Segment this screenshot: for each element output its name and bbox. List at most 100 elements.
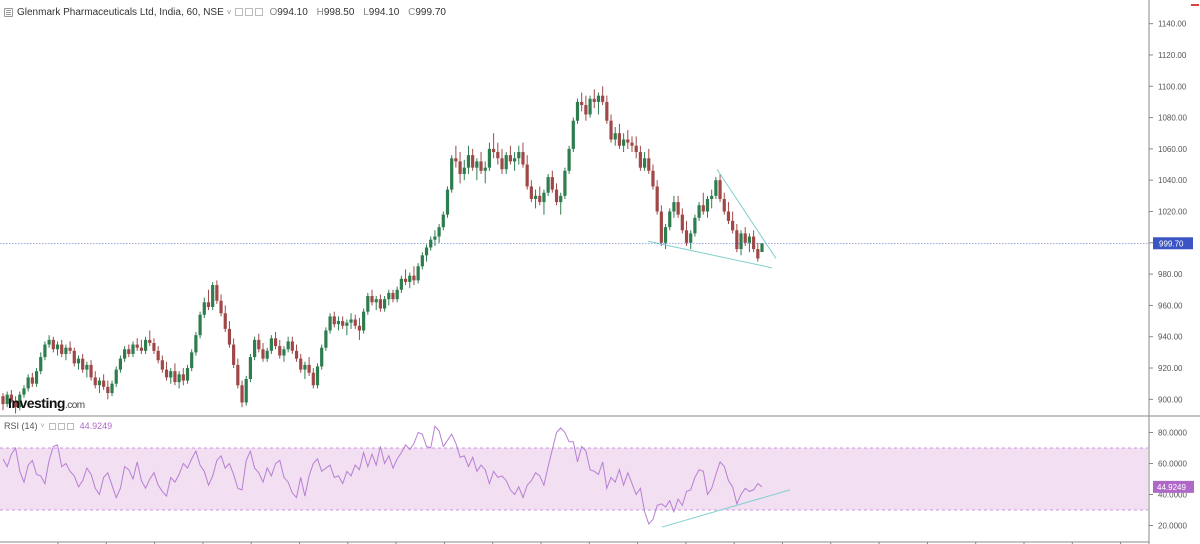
candle-up — [433, 230, 437, 246]
candle-body — [152, 342, 156, 351]
candle-up — [211, 281, 215, 311]
candle-body — [617, 133, 622, 146]
visibility-icon[interactable] — [235, 8, 244, 16]
remove-icon[interactable] — [66, 422, 74, 430]
rsi-title[interactable]: RSI (14) — [4, 421, 38, 431]
candle-up — [190, 349, 194, 372]
candle-down — [554, 183, 559, 206]
rsi-last-tag — [1153, 480, 1194, 493]
visibility-icon[interactable] — [48, 422, 56, 430]
candle-up — [244, 375, 248, 406]
price-tick-label: 960.00 — [1158, 301, 1183, 310]
candle-up — [747, 233, 752, 253]
candle-down — [93, 371, 97, 389]
candle-down — [630, 136, 634, 153]
candle-up — [34, 368, 39, 387]
settings-icon[interactable] — [245, 8, 254, 16]
candle-body — [408, 275, 412, 282]
candle-up — [622, 133, 626, 153]
remove-icon[interactable] — [255, 8, 264, 16]
candle-body — [504, 155, 508, 170]
candle-down — [651, 164, 655, 190]
last-price-label: 999.70 — [1159, 239, 1184, 248]
candle-body — [311, 372, 315, 386]
candle-up — [739, 230, 743, 256]
candle-down — [617, 123, 622, 149]
candle-body — [529, 186, 533, 199]
candle-body — [345, 322, 349, 326]
candle-body — [433, 236, 437, 240]
candle-body — [382, 299, 387, 309]
candle-down — [232, 338, 236, 369]
chart-legend: Glenmark Pharmaceuticals Ltd, India, 60,… — [4, 5, 452, 19]
candle-down — [294, 344, 299, 362]
candle-up — [114, 366, 118, 387]
candle-up — [286, 336, 290, 353]
candle-up — [194, 332, 198, 356]
candle-down — [227, 321, 232, 348]
candle-body — [399, 278, 403, 290]
candle-body — [441, 214, 445, 228]
candle-body — [605, 101, 609, 121]
candle-up — [76, 355, 81, 370]
candle-body — [718, 180, 722, 199]
candle-up — [265, 347, 269, 362]
chevron-down-icon[interactable]: ˅ — [40, 422, 45, 430]
candle-body — [177, 374, 181, 383]
candle-body — [487, 148, 492, 168]
candle-body — [630, 142, 634, 146]
candle-body — [739, 233, 743, 250]
candle-body — [701, 205, 705, 212]
close-label: C — [408, 6, 416, 18]
candle-body — [253, 339, 257, 358]
candle-up — [512, 152, 517, 171]
candle-body — [248, 357, 253, 379]
chevron-down-icon[interactable]: ˅ — [226, 7, 232, 17]
candle-body — [412, 275, 416, 281]
candle-body — [227, 328, 232, 345]
candle-down — [307, 357, 311, 376]
candle-up — [504, 152, 508, 174]
candle-body — [39, 357, 43, 372]
candle-body — [647, 158, 651, 171]
candle-body — [181, 374, 185, 381]
candle-body — [642, 158, 647, 168]
candle-up — [202, 297, 206, 318]
candle-body — [139, 347, 143, 351]
candle-down — [471, 148, 475, 171]
rsi-last-label: 44.9249 — [1157, 483, 1186, 492]
candle-down — [391, 289, 395, 303]
candle-down — [676, 195, 680, 218]
candle-body — [232, 344, 236, 365]
candle-up — [5, 391, 9, 408]
candle-body — [731, 220, 735, 231]
candle-body — [722, 198, 726, 212]
candle-body — [76, 358, 81, 364]
candle-body — [198, 314, 202, 336]
candle-body — [462, 167, 466, 174]
symbol-title[interactable]: Glenmark Pharmaceuticals Ltd, India, 60,… — [17, 6, 224, 18]
candle-up — [18, 391, 22, 411]
candle-body — [269, 338, 273, 351]
candle-body — [303, 364, 307, 370]
price-tick-label: 1040.00 — [1158, 176, 1187, 185]
candle-body — [437, 227, 441, 237]
candle-up — [487, 142, 492, 171]
candle-body — [362, 311, 366, 331]
candle-body — [202, 302, 206, 315]
candle-up — [177, 371, 181, 389]
candle-body — [194, 335, 198, 353]
menu-icon[interactable] — [4, 7, 13, 17]
price-tick-label: 980.00 — [1158, 270, 1183, 279]
candle-down — [353, 314, 357, 329]
price-tick-label: 1060.00 — [1158, 145, 1187, 154]
candle-body — [370, 296, 374, 303]
candle-body — [550, 177, 554, 190]
candle-up — [517, 145, 521, 165]
candle-body — [13, 400, 18, 408]
settings-icon[interactable] — [57, 422, 65, 430]
candle-down — [273, 332, 278, 350]
candle-body — [265, 350, 269, 359]
candle-up — [303, 361, 307, 379]
